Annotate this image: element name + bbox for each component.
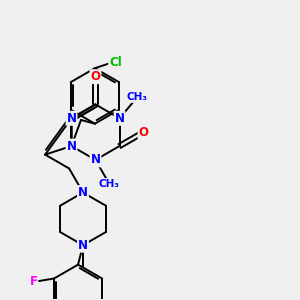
Text: CH₃: CH₃ [127,92,148,102]
Text: N: N [67,112,76,125]
Text: CH₃: CH₃ [99,179,120,189]
Text: Cl: Cl [109,56,122,69]
Text: N: N [78,239,88,252]
Text: O: O [139,126,148,139]
Text: F: F [29,275,38,288]
Text: N: N [67,140,76,152]
Text: N: N [91,153,100,167]
Text: N: N [78,186,88,199]
Text: N: N [115,112,124,125]
Text: O: O [91,70,100,83]
